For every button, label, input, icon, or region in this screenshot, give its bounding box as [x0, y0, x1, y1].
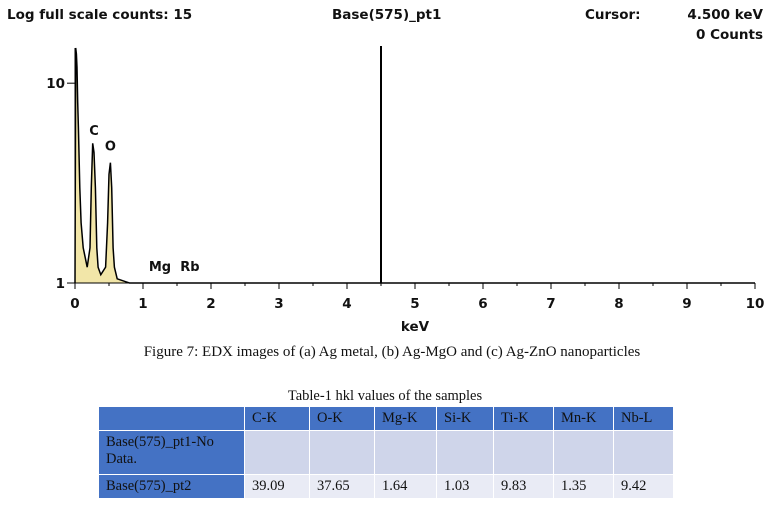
- x-tick-label: 5: [410, 296, 419, 312]
- table-cell: 1.35: [553, 474, 614, 499]
- column-header: C-K: [244, 406, 310, 431]
- x-tick-label: 1: [138, 296, 147, 312]
- x-tick-label: 2: [206, 296, 215, 312]
- y-tick-label: 1: [56, 276, 65, 292]
- table-cell: 39.09: [244, 474, 310, 499]
- element-peak-label: Mg: [149, 260, 171, 275]
- cursor-counts-readout: 0 Counts: [696, 27, 763, 43]
- table-cell: [553, 430, 614, 475]
- cursor-kev-readout: 4.500 keV: [687, 7, 763, 23]
- x-tick-label: 6: [478, 296, 487, 312]
- column-header: O-K: [309, 406, 375, 431]
- column-header: Ti-K: [493, 406, 554, 431]
- figure-caption: Figure 7: EDX images of (a) Ag metal, (b…: [143, 344, 641, 360]
- element-peak-label: Rb: [180, 260, 199, 275]
- row-label: Base(575)_pt2: [98, 474, 245, 499]
- spectrum-fill: [75, 48, 755, 283]
- spectrum-title: Base(575)_pt1: [332, 7, 442, 23]
- column-header: Mg-K: [374, 406, 437, 431]
- table-row: Base(575)_pt2 39.09 37.65 1.64 1.03 9.83…: [98, 474, 674, 499]
- table-cell: [493, 430, 554, 475]
- table-cell: 37.65: [309, 474, 375, 499]
- x-tick-label: 7: [546, 296, 555, 312]
- row-label: Base(575)_pt1-No Data.: [98, 430, 245, 475]
- table-cell: [374, 430, 437, 475]
- log-scale-label: Log full scale counts: 15: [7, 7, 193, 23]
- table-row: Base(575)_pt1-No Data.: [98, 430, 674, 475]
- table-corner-cell: [98, 406, 245, 431]
- table-cell: [244, 430, 310, 475]
- cursor-label: Cursor:: [585, 7, 641, 23]
- column-header: Si-K: [436, 406, 494, 431]
- y-tick-label: 10: [46, 76, 65, 92]
- table-cell: 9.83: [493, 474, 554, 499]
- spectrum-line: [74, 47, 755, 284]
- x-tick-label: 8: [614, 296, 623, 312]
- x-tick-label: 4: [342, 296, 351, 312]
- table-cell: 1.03: [436, 474, 494, 499]
- x-axis-title: keV: [401, 319, 430, 335]
- table-cell: [309, 430, 375, 475]
- column-header: Nb-L: [613, 406, 674, 431]
- x-tick-label: 3: [274, 296, 283, 312]
- table-cell: 1.64: [374, 474, 437, 499]
- table-header-row: C-K O-K Mg-K Si-K Ti-K Mn-K Nb-L: [98, 406, 674, 431]
- element-peak-label: O: [105, 140, 116, 155]
- column-header: Mn-K: [553, 406, 614, 431]
- hkl-table: C-K O-K Mg-K Si-K Ti-K Mn-K Nb-L Base(57…: [98, 406, 674, 499]
- x-tick-label: 10: [746, 296, 765, 312]
- x-tick-label: 0: [70, 296, 79, 312]
- element-peak-label: C: [89, 124, 99, 139]
- table-caption: Table-1 hkl values of the samples: [287, 388, 483, 404]
- table-cell: [613, 430, 674, 475]
- x-tick-label: 9: [682, 296, 691, 312]
- table-cell: 9.42: [613, 474, 674, 499]
- table-cell: [436, 430, 494, 475]
